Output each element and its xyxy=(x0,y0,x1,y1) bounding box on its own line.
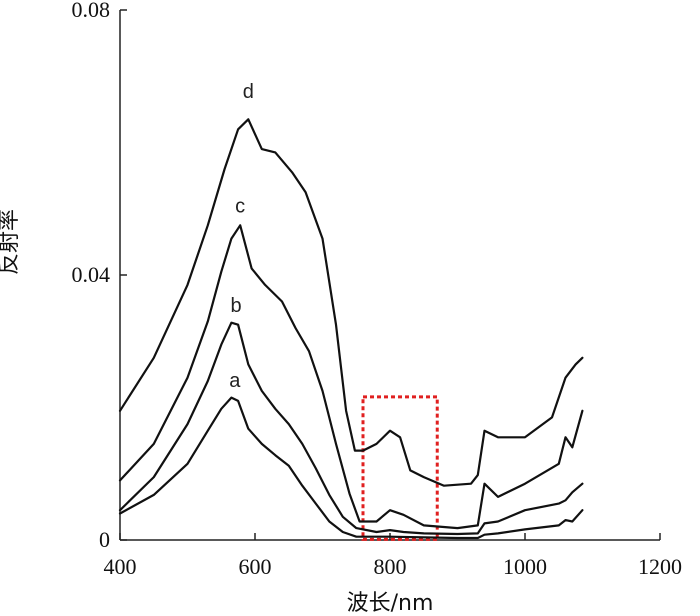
series-line-b xyxy=(118,321,584,536)
y-tick-label: 0 xyxy=(99,527,110,552)
x-tick-label: 600 xyxy=(239,554,272,579)
y-tick-label: 0.08 xyxy=(72,0,111,22)
axis-ticks: 400 600 800 1000 1200 0 0.04 0.08 xyxy=(72,0,683,579)
y-tick-label: 0.04 xyxy=(72,262,111,287)
series-line-a xyxy=(118,396,584,540)
curve-label-d: d xyxy=(243,81,254,103)
curves xyxy=(118,118,584,540)
series-line-d xyxy=(118,118,584,487)
curve-label-a: a xyxy=(229,370,241,392)
curve-label-b: b xyxy=(231,295,242,317)
highlight-box-group xyxy=(361,395,439,541)
x-tick-label: 1200 xyxy=(638,554,682,579)
curve-labels: a b c d xyxy=(229,81,254,392)
series-line-c xyxy=(118,224,584,530)
x-tick-label: 800 xyxy=(374,554,407,579)
axes xyxy=(119,10,660,541)
x-tick-label: 1000 xyxy=(503,554,547,579)
x-axis-title: 波长/nm xyxy=(347,591,434,616)
y-axis-title: 反射率 xyxy=(0,209,22,275)
curve-label-c: c xyxy=(235,196,245,218)
x-tick-label: 400 xyxy=(104,554,137,579)
highlight-box xyxy=(361,395,439,541)
